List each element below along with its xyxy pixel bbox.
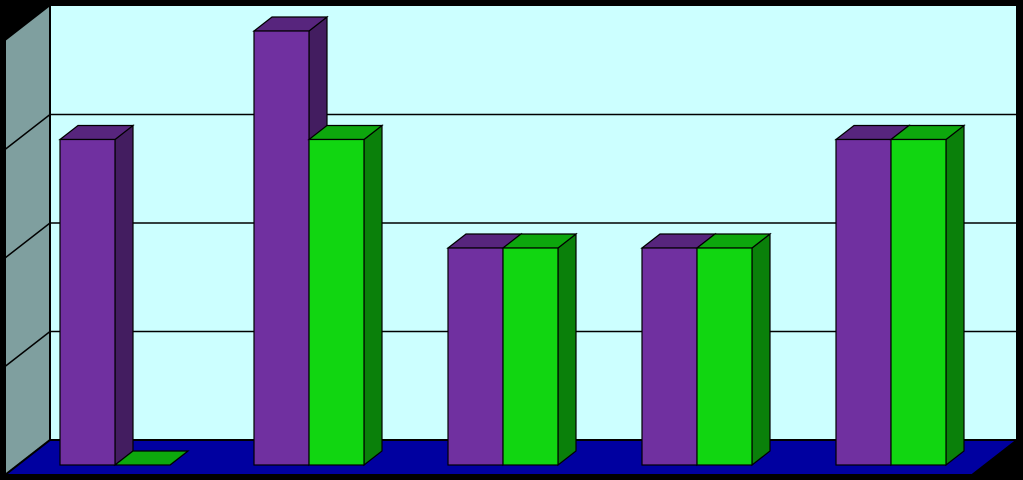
bar-side	[945, 124, 965, 467]
bar-front	[890, 138, 947, 466]
bar-front	[59, 138, 116, 466]
bar	[58, 124, 135, 467]
bar-front	[835, 138, 892, 466]
bar	[695, 232, 772, 467]
bar-front	[447, 247, 504, 466]
bar-front	[253, 30, 310, 466]
bar-front	[696, 247, 753, 466]
grid-line	[4, 113, 1017, 151]
bar-front	[641, 247, 698, 466]
bar-side	[751, 232, 771, 467]
bar-side	[557, 232, 577, 467]
bar-side	[363, 124, 383, 467]
bar-front	[308, 138, 365, 466]
bar-side	[114, 124, 134, 467]
bar	[889, 124, 966, 467]
bar-top	[113, 450, 190, 466]
grid-line	[4, 222, 1017, 259]
bar	[307, 124, 384, 467]
bar	[113, 450, 190, 466]
bar	[501, 232, 578, 467]
bar-front	[502, 247, 559, 466]
